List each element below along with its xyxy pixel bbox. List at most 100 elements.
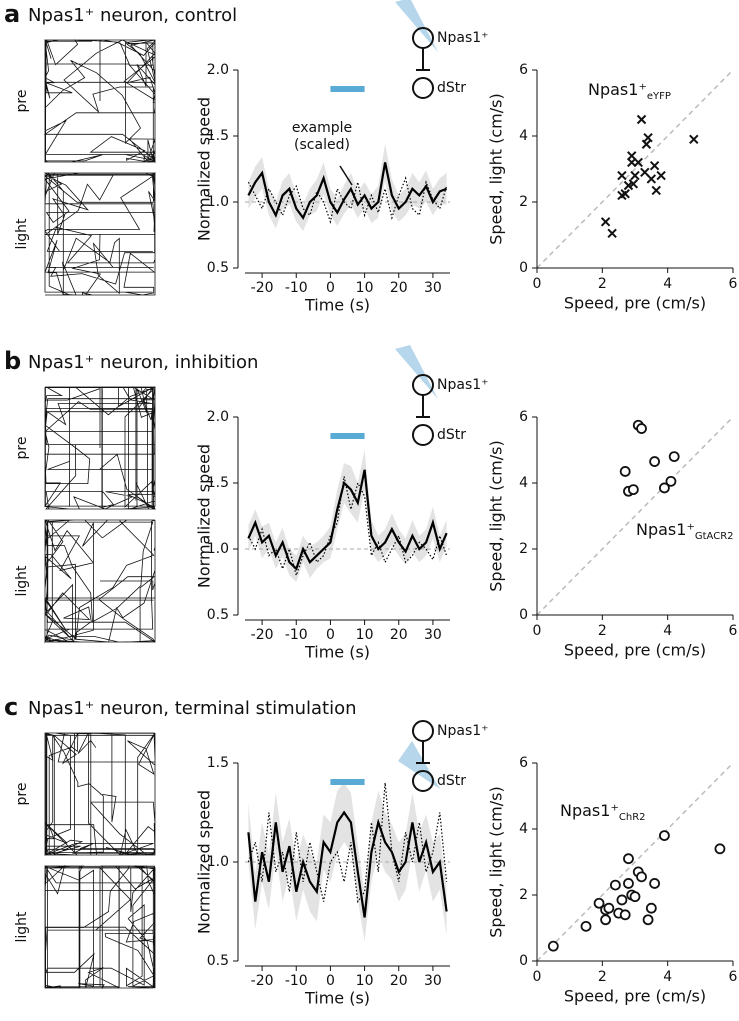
point bbox=[616, 894, 628, 906]
x-tick-label: 20 bbox=[390, 627, 408, 643]
y-tick-label: 6 bbox=[519, 755, 528, 771]
annotation: Npas1⁺eYFP bbox=[588, 80, 671, 103]
x-tick-label: 4 bbox=[663, 969, 672, 985]
circuit-label: Npas1⁺ bbox=[437, 723, 489, 739]
identity-line bbox=[536, 416, 734, 616]
point bbox=[630, 170, 640, 181]
point bbox=[627, 484, 639, 496]
y-tick-label: 4 bbox=[519, 475, 528, 491]
track-label: pre bbox=[14, 437, 30, 460]
y-tick-label: 2.0 bbox=[207, 409, 229, 425]
y-tick-label: 0.5 bbox=[207, 260, 229, 276]
y-tick-label: 0.5 bbox=[207, 953, 229, 969]
speed-line bbox=[247, 469, 448, 571]
y-tick-label: 1.0 bbox=[207, 541, 229, 557]
y-tick-label: 1.5 bbox=[207, 475, 229, 491]
track-trace bbox=[43, 519, 156, 644]
panel-letter: a bbox=[4, 0, 20, 28]
y-axis-label: Speed, light (cm/s) bbox=[487, 786, 506, 937]
light-period bbox=[330, 86, 365, 92]
track-trace bbox=[43, 172, 157, 296]
y-tick-label: 0 bbox=[519, 953, 528, 969]
x-tick-label: 30 bbox=[424, 280, 442, 296]
point bbox=[714, 843, 726, 855]
target bbox=[412, 770, 434, 792]
point bbox=[659, 482, 670, 494]
x-tick-label: 2 bbox=[598, 276, 607, 292]
light-cone bbox=[395, 345, 438, 399]
x-tick-label: 2 bbox=[598, 969, 607, 985]
annotation: Npas1⁺GtACR2 bbox=[636, 520, 734, 543]
error-band bbox=[248, 143, 447, 232]
point bbox=[600, 217, 611, 227]
x-tick-label: 2 bbox=[598, 623, 607, 639]
point bbox=[619, 909, 631, 921]
point bbox=[665, 475, 677, 487]
point bbox=[617, 170, 627, 181]
target bbox=[412, 424, 434, 446]
point bbox=[619, 466, 631, 477]
x-tick-label: 6 bbox=[729, 969, 738, 985]
point bbox=[593, 897, 605, 909]
y-tick-label: 4 bbox=[519, 128, 528, 144]
x-tick-label: -10 bbox=[285, 280, 308, 296]
circuit-label: dStr bbox=[437, 773, 466, 789]
y-tick-label: 2 bbox=[519, 194, 528, 210]
point bbox=[610, 879, 621, 891]
x-axis-label: Speed, pre (cm/s) bbox=[564, 641, 706, 660]
x-tick-label: 6 bbox=[729, 276, 738, 292]
x-tick-label: 20 bbox=[390, 973, 408, 989]
annotation-subscript: eYFP bbox=[647, 91, 671, 102]
speed-line bbox=[247, 176, 448, 225]
point bbox=[623, 878, 634, 889]
annotation-line: (scaled) bbox=[294, 137, 350, 153]
x-tick-label: 0 bbox=[326, 280, 335, 296]
speed-line bbox=[247, 782, 448, 904]
annotation-pointer bbox=[339, 165, 353, 186]
circuit-label: dStr bbox=[437, 427, 466, 443]
track-trace bbox=[44, 732, 156, 856]
y-tick-label: 1.5 bbox=[207, 755, 229, 771]
light-period bbox=[330, 779, 365, 785]
point bbox=[603, 902, 615, 914]
x-tick-label: 0 bbox=[533, 276, 542, 292]
point bbox=[580, 920, 592, 932]
x-tick-label: -20 bbox=[251, 627, 274, 643]
x-tick-label: 10 bbox=[356, 280, 374, 296]
speed-line bbox=[247, 162, 447, 220]
x-axis-label: Time (s) bbox=[304, 989, 370, 1008]
point bbox=[643, 132, 653, 143]
y-tick-label: 2 bbox=[519, 541, 528, 557]
track-label: light bbox=[14, 911, 30, 943]
identity-line bbox=[536, 762, 734, 962]
x-axis-label: Time (s) bbox=[304, 296, 370, 315]
y-axis-label: Normalized speed bbox=[195, 444, 214, 588]
y-axis-label: Speed, light (cm/s) bbox=[487, 440, 506, 591]
error-band bbox=[248, 782, 447, 942]
panel-title: Npas1⁺ neuron, inhibition bbox=[28, 352, 258, 373]
track-label: pre bbox=[14, 783, 30, 806]
point bbox=[649, 456, 660, 467]
point bbox=[620, 189, 630, 199]
panel-title: Npas1⁺ neuron, terminal stimulation bbox=[28, 698, 357, 719]
y-tick-label: 6 bbox=[519, 62, 528, 78]
track-trace bbox=[44, 864, 156, 990]
point bbox=[623, 853, 634, 865]
point bbox=[645, 902, 657, 914]
panel-letter: b bbox=[4, 347, 21, 375]
point bbox=[651, 185, 661, 196]
point bbox=[636, 423, 647, 434]
point bbox=[649, 878, 660, 889]
annotation-subscript: GtACR2 bbox=[695, 531, 734, 542]
x-tick-label: 4 bbox=[663, 276, 672, 292]
x-axis-label: Speed, pre (cm/s) bbox=[564, 294, 706, 313]
point bbox=[656, 170, 666, 181]
y-axis-label: Speed, light (cm/s) bbox=[487, 93, 506, 244]
x-axis-label: Time (s) bbox=[304, 643, 370, 662]
annotation-line: example bbox=[292, 120, 352, 136]
point bbox=[547, 940, 559, 952]
annotation: Npas1⁺ChR2 bbox=[560, 801, 646, 824]
light-cone bbox=[398, 741, 440, 789]
identity-line bbox=[536, 69, 734, 269]
point bbox=[629, 891, 641, 903]
